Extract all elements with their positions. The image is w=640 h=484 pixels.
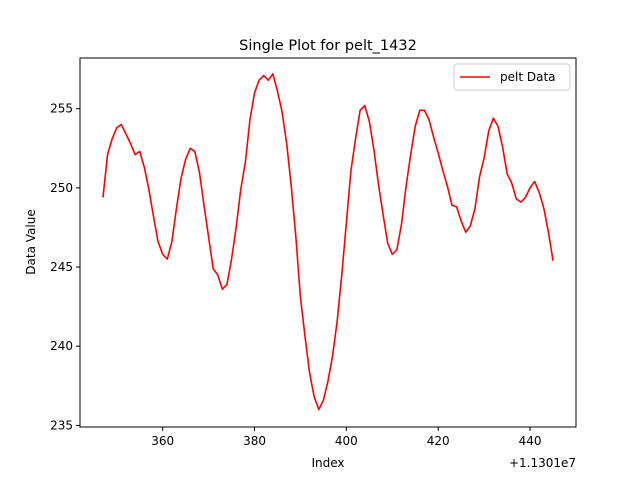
x-tick-label: 420	[427, 434, 450, 448]
x-tick-label: 360	[151, 434, 174, 448]
series-line-pelt-data	[102, 73, 554, 411]
x-tick-label: 440	[519, 434, 542, 448]
legend-label: pelt Data	[500, 70, 556, 84]
y-tick-label: 245	[50, 260, 73, 274]
plot-frame	[79, 57, 577, 428]
x-axis-label: Index	[311, 456, 344, 470]
x-axis: 360 380 400 420 440	[151, 427, 542, 448]
x-axis-offset-label: +1.1301e7	[509, 456, 576, 470]
y-axis-label: Data Value	[24, 209, 38, 274]
x-tick-label: 380	[243, 434, 266, 448]
x-tick-label: 400	[335, 434, 358, 448]
y-tick-label: 240	[50, 339, 73, 353]
y-tick-label: 250	[50, 181, 73, 195]
chart-title: Single Plot for pelt_1432	[239, 38, 417, 54]
y-axis: 235 240 245 250 255	[50, 102, 80, 432]
y-tick-label: 255	[50, 102, 73, 116]
legend: pelt Data	[453, 63, 571, 91]
legend-box	[453, 63, 571, 91]
y-tick-label: 235	[50, 418, 73, 432]
